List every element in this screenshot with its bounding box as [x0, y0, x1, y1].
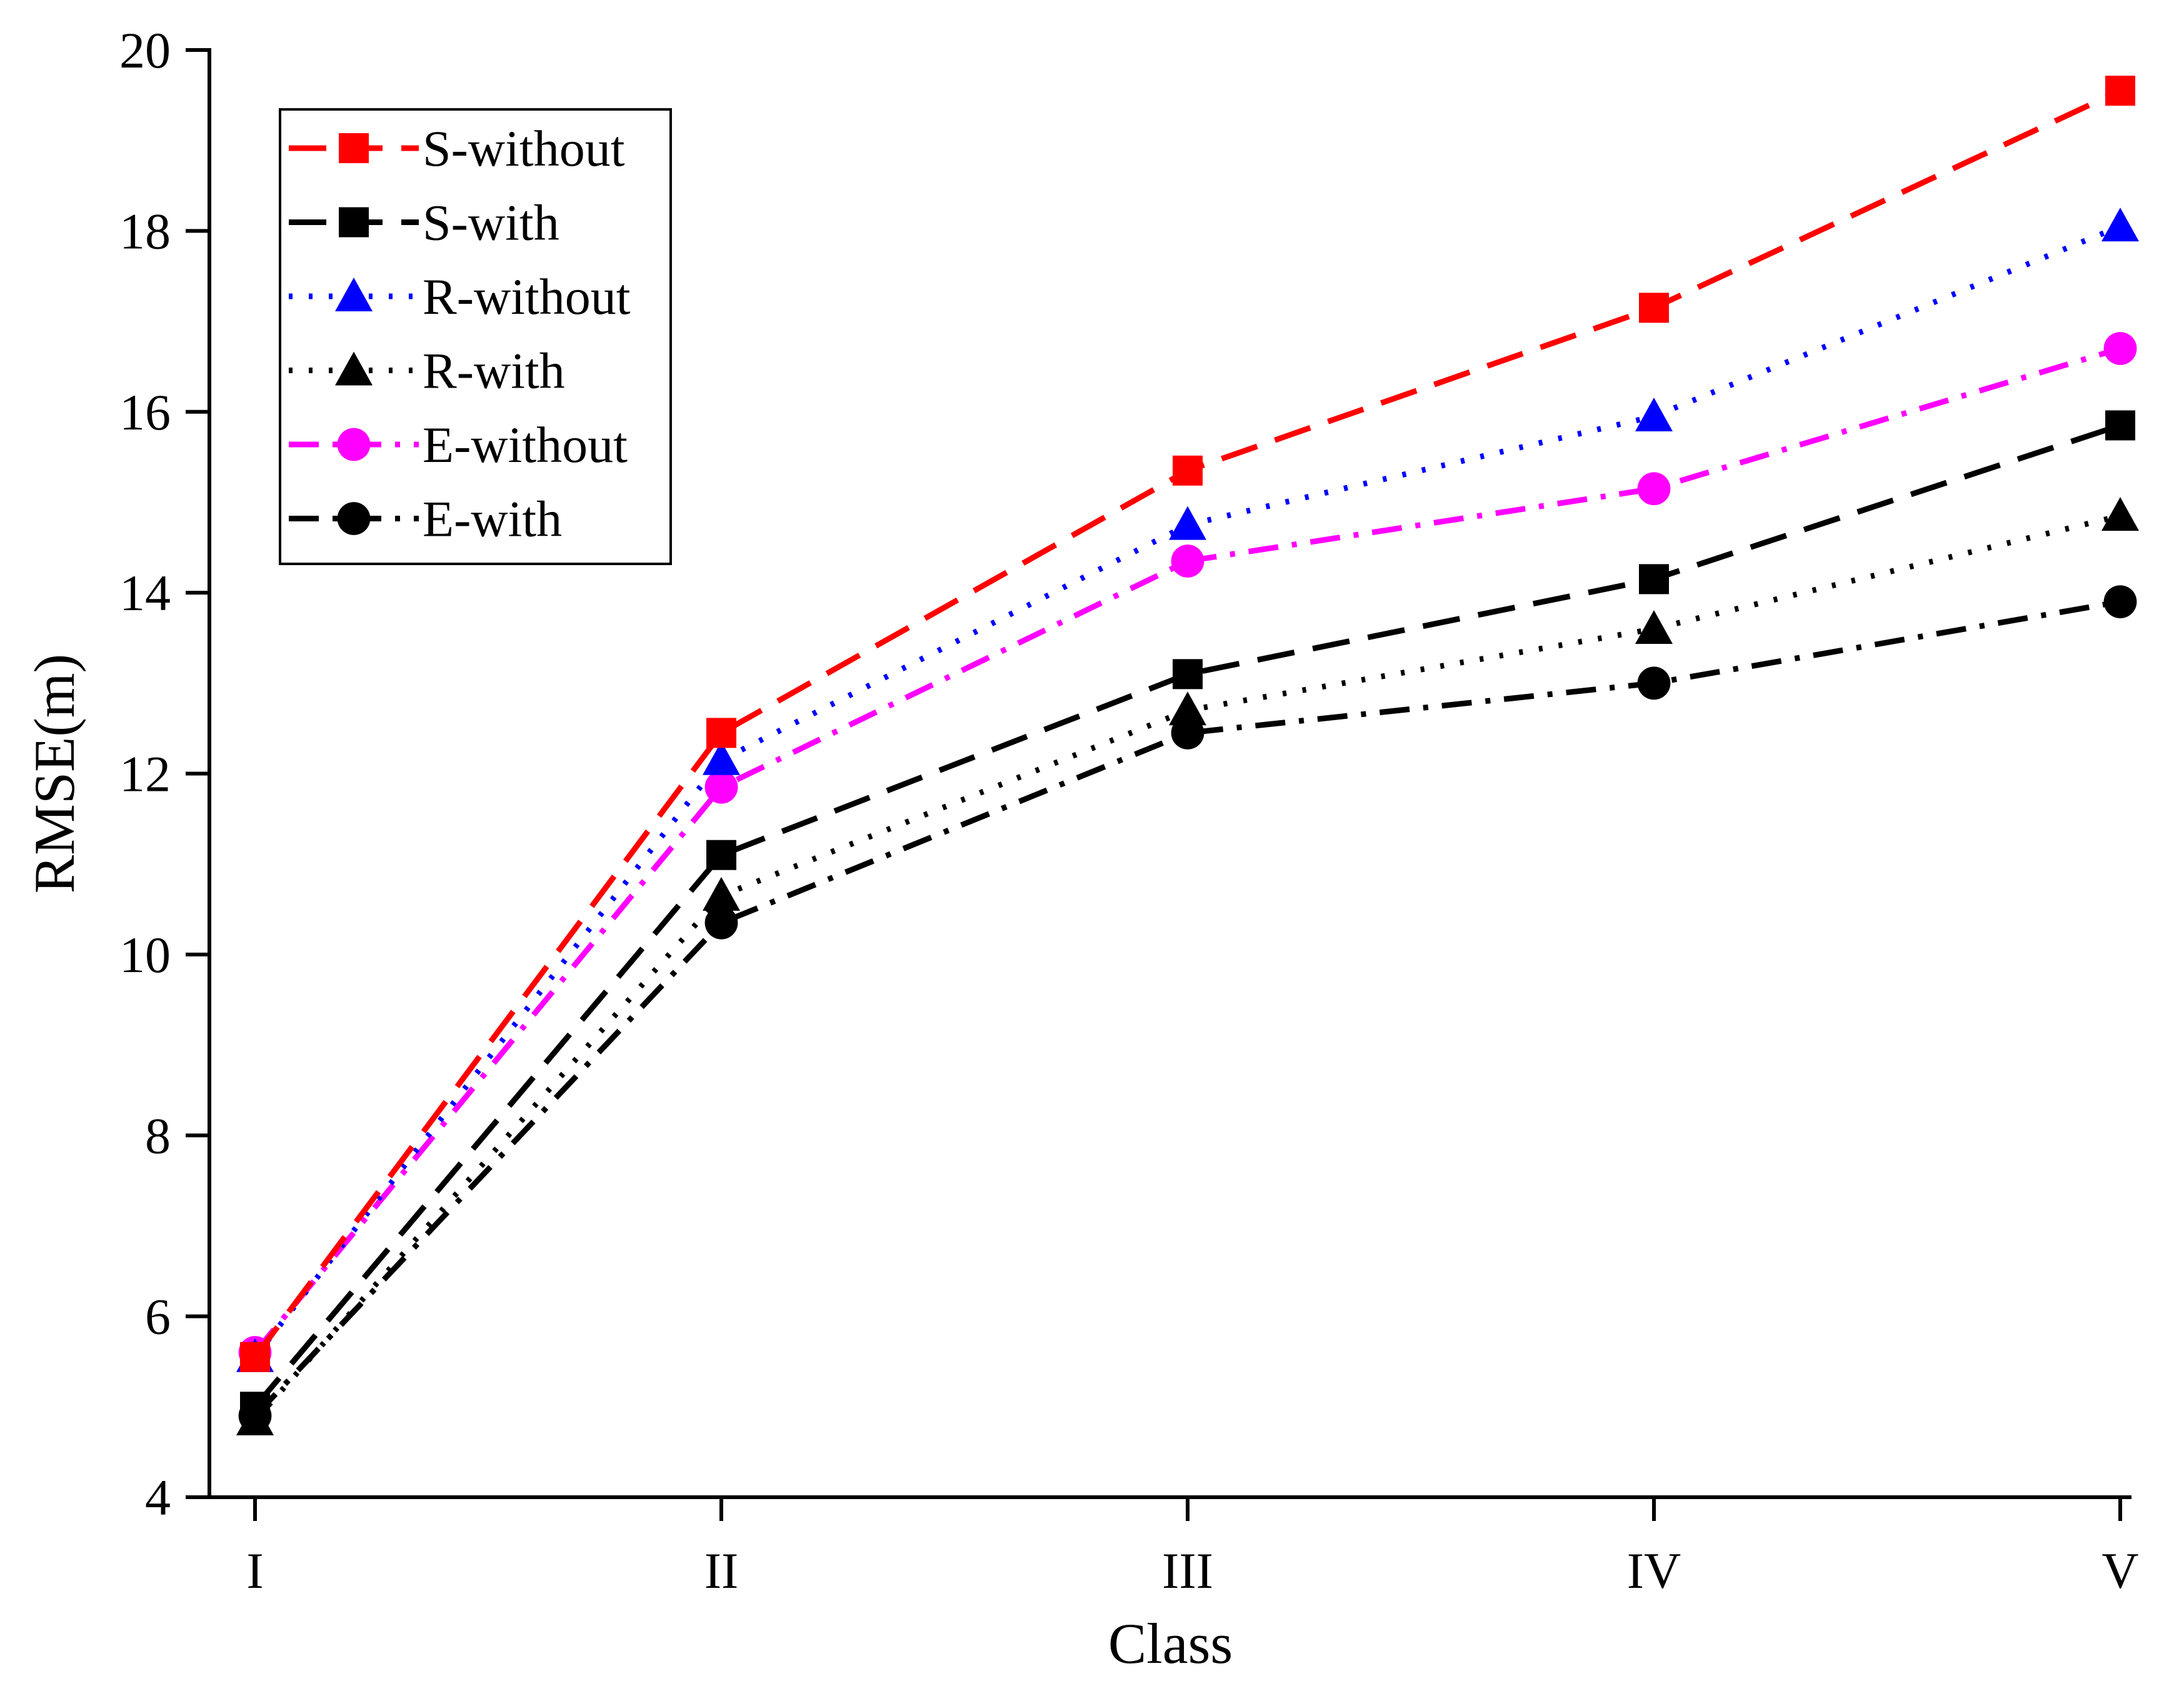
legend-label: S-without — [423, 120, 625, 177]
x-tick-label: II — [704, 1542, 739, 1599]
legend-label: E-without — [423, 416, 628, 473]
x-tick-label: IV — [1627, 1542, 1681, 1599]
y-tick-label: 20 — [119, 22, 171, 79]
y-tick-label: 12 — [119, 746, 171, 803]
x-tick-label: III — [1162, 1542, 1213, 1599]
legend-item: S-with — [289, 194, 559, 251]
data-point — [1637, 472, 1671, 506]
data-point — [1639, 564, 1669, 595]
x-tick-label: V — [2101, 1542, 2138, 1599]
data-point — [703, 876, 740, 911]
legend-marker — [335, 351, 373, 386]
y-tick-label: 8 — [145, 1107, 171, 1164]
legend-item: E-without — [289, 416, 628, 473]
data-point — [1639, 293, 1669, 323]
legend-label: R-without — [423, 268, 631, 325]
legend-marker — [339, 207, 369, 238]
legend-item: E-with — [289, 491, 562, 548]
data-point — [704, 770, 738, 804]
data-point — [703, 741, 740, 775]
legend-marker — [337, 502, 371, 535]
legend-label: S-with — [423, 194, 559, 251]
y-tick-label: 4 — [145, 1469, 171, 1526]
data-point — [2101, 208, 2139, 242]
data-point — [1637, 666, 1671, 700]
series-line — [253, 423, 2121, 1409]
series-layer — [236, 76, 2139, 1436]
data-point — [1171, 544, 1205, 578]
data-point — [2103, 332, 2137, 365]
data-point — [1169, 506, 1206, 540]
x-tick-label: I — [246, 1542, 263, 1599]
data-point — [2103, 585, 2137, 618]
legend-item: R-with — [289, 343, 565, 399]
legend-label: E-with — [423, 491, 562, 548]
data-point — [706, 718, 736, 748]
y-tick-label: 18 — [119, 203, 171, 259]
legend-marker — [335, 278, 373, 311]
legend-label: R-with — [423, 343, 565, 399]
y-tick-label: 16 — [119, 384, 171, 441]
data-point — [706, 840, 736, 870]
data-point — [1173, 659, 1203, 690]
data-point — [2105, 410, 2135, 441]
y-axis-title: RMSE(m) — [23, 654, 86, 893]
data-point — [704, 906, 738, 940]
legend-marker — [339, 133, 369, 163]
y-tick-label: 14 — [119, 565, 171, 621]
series-s-without — [240, 76, 2135, 1372]
data-point — [2101, 497, 2139, 531]
data-point — [240, 1392, 270, 1422]
y-tick-label: 10 — [119, 926, 171, 983]
data-point — [1635, 610, 1673, 644]
series-s-with — [240, 410, 2135, 1422]
legend-marker — [337, 428, 371, 461]
legend-item: S-without — [289, 120, 625, 177]
data-point — [240, 1342, 270, 1372]
y-tick-label: 6 — [145, 1288, 171, 1345]
data-point — [1635, 397, 1673, 431]
legend: S-without S-with R-without R-with E-without E… — [279, 108, 672, 565]
series-line — [253, 599, 2121, 1418]
data-point — [2105, 76, 2135, 106]
data-point — [1169, 691, 1206, 726]
series-r-with — [236, 497, 2139, 1436]
data-point — [1173, 455, 1203, 486]
legend-box — [279, 108, 672, 565]
legend-item: R-without — [289, 268, 631, 325]
x-axis-title: Class — [1108, 1612, 1233, 1675]
